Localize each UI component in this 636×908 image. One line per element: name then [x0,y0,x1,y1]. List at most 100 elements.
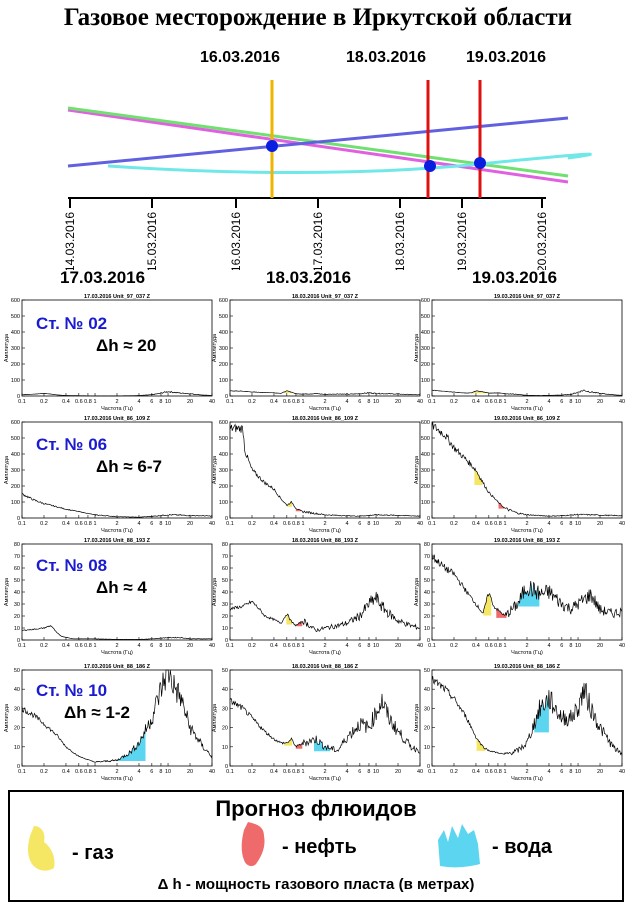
panel-title: 19.03.2016 Unit_88_186 Z [494,664,561,670]
x-axis-label: Частота (Гц) [309,650,341,656]
y-tick-label: 100 [421,378,430,384]
y-tick-label: 10 [14,745,20,751]
x-tick-label: 6 [150,643,153,649]
x-tick-label: 6 [358,769,361,775]
y-tick-label: 300 [219,346,228,352]
x-tick-label: 0.1 [428,521,436,527]
x-tick-label: 6 [150,521,153,527]
panel-frame [431,299,623,397]
fluid-fill-water [117,724,146,761]
x-tick-label: 0.4 [472,769,480,775]
station-label-08: Ст. № 08 [36,556,108,575]
y-tick-label: 40 [14,687,20,693]
y-tick-label: 600 [11,298,20,304]
x-tick-label: 2 [525,399,528,405]
x-tick-label: 6 [358,399,361,405]
x-tick-label: 10 [373,643,379,649]
x-tick-label: 10 [165,399,171,405]
x-tick-label: 1 [503,399,506,405]
y-tick-label: 70 [222,554,228,560]
x-tick-label: 0.1 [18,521,26,527]
y-tick-label: 100 [11,378,20,384]
fluid-fill-gas [483,593,492,616]
x-tick-label: 20 [395,521,401,527]
station-label-06: Ст. № 06 [36,435,108,454]
x-tick-label: 0.8 [494,769,502,775]
y-tick-label: 20 [222,614,228,620]
y-axis-label: Амплитуда [414,577,420,606]
y-tick-label: 300 [421,468,430,474]
x-tick-label: 0.1 [428,643,436,649]
x-tick-label: 20 [597,643,603,649]
y-tick-label: 30 [424,706,430,712]
x-tick-label: 8 [159,769,162,775]
y-axis-label: Амплитуда [4,455,10,484]
y-tick-label: 600 [421,420,430,426]
x-tick-label: 4 [345,769,348,775]
x-axis-label: Частота (Гц) [101,776,133,782]
x-tick-label: 10 [575,521,581,527]
marker-date-label: 16.03.2016 [200,49,280,66]
x-tick-label: 0.6 [75,521,83,527]
x-tick-label: 0.2 [40,399,48,405]
y-tick-label: 600 [421,298,430,304]
y-tick-label: 100 [219,500,228,506]
x-tick-label: 0.8 [292,521,300,527]
y-tick-label: 0 [225,394,228,400]
panel-frame [431,421,623,519]
y-tick-label: 10 [222,626,228,632]
x-tick-label: 8 [367,399,370,405]
y-axis-label: Амплитуда [414,455,420,484]
x-tick-label: 0.4 [270,399,278,405]
x-tick-label: 6 [358,521,361,527]
x-tick-label: 0.6 [75,399,83,405]
y-tick-label: 60 [222,566,228,572]
spectrum-panel: 18.03.2016 Unit_88_186 Z 0 10 20 30 40 50 Ампли… [212,664,423,782]
x-tick-label: 0.8 [84,399,92,405]
y-tick-label: 20 [424,614,430,620]
y-tick-label: 30 [14,706,20,712]
x-tick-label: 0.8 [292,769,300,775]
y-tick-label: 600 [219,298,228,304]
x-tick-label: 2 [115,769,118,775]
panel-title: 18.03.2016 Unit_86_109 Z [292,416,359,422]
spectrum-curve [431,389,623,396]
spectrum-panel: 19.03.2016 Unit_86_109 Z 0 100 200 300 400 500… [414,416,625,534]
y-tick-label: 20 [14,614,20,620]
y-tick-label: 20 [424,726,430,732]
x-tick-label: 10 [575,769,581,775]
x-tick-label: 0.6 [283,643,291,649]
y-axis-label: Амплитуда [414,333,420,362]
x-tick-label: 0.1 [226,769,234,775]
x-tick-label: 1 [93,521,96,527]
fluid-fill-gas [284,390,294,394]
x-tick-label: 40 [619,521,625,527]
y-tick-label: 200 [219,362,228,368]
y-axis-label: Амплитуда [212,455,218,484]
x-axis-label: Частота (Гц) [101,528,133,534]
x-tick-label: 4 [547,521,550,527]
x-axis-label: Частота (Гц) [511,776,543,782]
x-tick-label: 0.4 [62,643,70,649]
y-tick-label: 20 [14,726,20,732]
delta-h-08: Δh ≈ 4 [96,578,147,597]
spectrum-curve [21,625,213,640]
y-tick-label: 80 [222,542,228,548]
x-tick-label: 4 [345,521,348,527]
x-tick-label: 10 [575,643,581,649]
legend-oil-label: - нефть [282,836,357,858]
y-tick-label: 80 [14,542,20,548]
x-tick-label: 10 [165,521,171,527]
x-tick-label: 1 [301,399,304,405]
x-tick-label: 8 [569,521,572,527]
x-tick-label: 0.1 [428,399,436,405]
x-tick-label: 40 [619,643,625,649]
x-tick-label: 0.8 [494,643,502,649]
x-tick-label: 2 [323,769,326,775]
x-tick-label: 4 [547,769,550,775]
x-tick-label: 0.1 [226,643,234,649]
marker-date-label: 19.03.2016 [466,49,546,66]
y-tick-label: 0 [17,638,20,644]
x-tick-label: 20 [187,399,193,405]
legend-water-label: - вода [492,836,553,858]
